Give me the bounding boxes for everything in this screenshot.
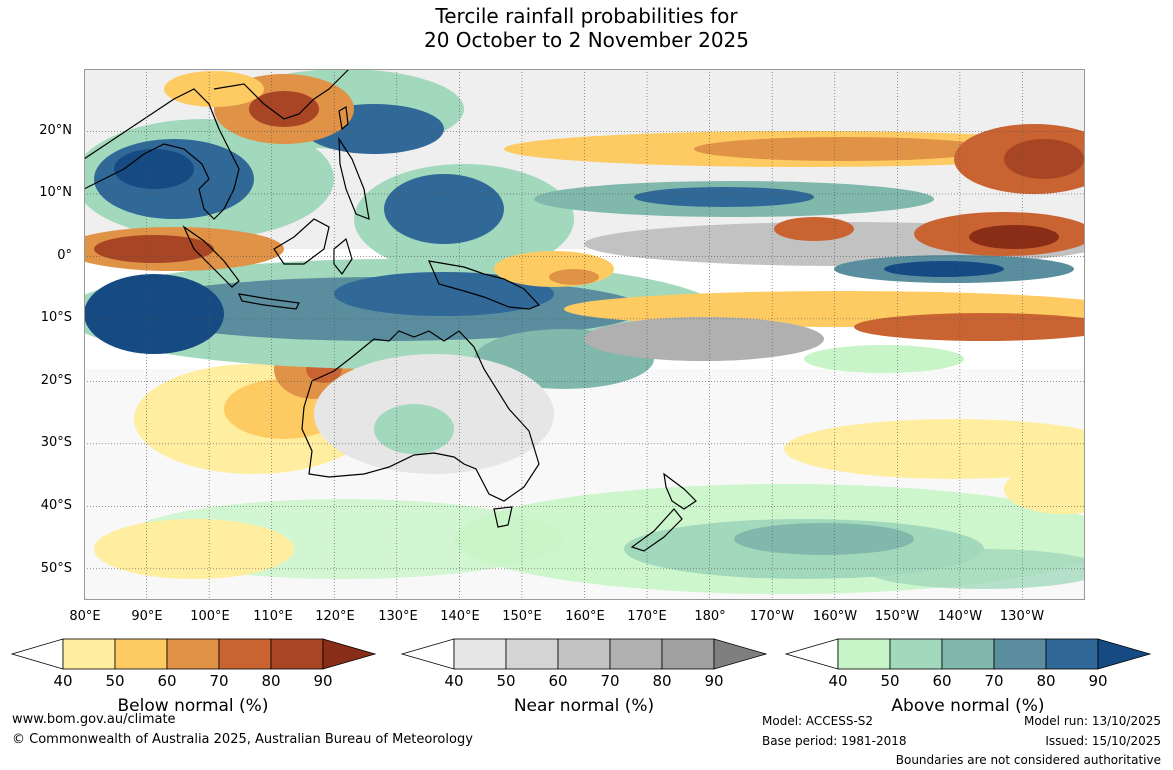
near-normal-title: Near normal (%) [513, 696, 655, 716]
colorbar-segment [889, 638, 943, 670]
below-tick-80: 80 [261, 672, 281, 690]
lon-label-100e: 100°E [190, 609, 230, 624]
new-guinea-coastline [428, 260, 541, 310]
title-line-2: 20 October to 2 November 2025 [423, 28, 750, 52]
model-run-date: Model run: 13/10/2025 [1023, 714, 1161, 728]
above-normal-title: Above normal (%) [891, 696, 1045, 716]
java-coastline [238, 293, 300, 310]
below-tick-90: 90 [313, 672, 333, 690]
map-title: Tercile rainfall probabilities for 20 Oc… [0, 4, 1173, 52]
colorbar-segment [609, 638, 663, 670]
colorbar-segment [505, 638, 559, 670]
above-tick-50: 50 [880, 672, 900, 690]
rainfall-probability-map [84, 69, 1085, 600]
lat-label-20s: 20°S [40, 373, 72, 388]
near-normal-colorbar [400, 638, 767, 670]
lon-label-170w: 170°W [749, 609, 795, 624]
australia-coastline [301, 330, 540, 502]
sumatra-coastline [182, 225, 240, 288]
below-normal-title: Below normal (%) [117, 696, 269, 716]
lat-label-40s: 40°S [40, 498, 72, 513]
above-tick-80: 80 [1036, 672, 1056, 690]
taiwan-coastline [338, 106, 349, 131]
above-tick-40: 40 [828, 672, 848, 690]
below-tick-40: 40 [53, 672, 73, 690]
colorbar-segment [166, 638, 220, 670]
above-tick-60: 60 [932, 672, 952, 690]
south-new-zealand-coastline [630, 508, 683, 552]
lat-label-20n: 20°N [39, 123, 72, 138]
lat-label-30s: 30°S [40, 435, 72, 450]
borneo-coastline [273, 218, 330, 265]
probability-field [84, 69, 1085, 600]
colorbar-high-arrow [713, 638, 767, 670]
above-tick-70: 70 [984, 672, 1004, 690]
colorbar-low-arrow [10, 638, 64, 670]
lon-label-120e: 120°E [315, 609, 355, 624]
title-line-1: Tercile rainfall probabilities for [435, 4, 738, 28]
lon-label-150e: 150°E [502, 609, 542, 624]
below-tick-60: 60 [157, 672, 177, 690]
colorbar-segment [993, 638, 1047, 670]
lon-label-140e: 140°E [440, 609, 480, 624]
lon-label-170e: 170°E [627, 609, 667, 624]
colorbar-segment [114, 638, 168, 670]
colorbar-segment [661, 638, 715, 670]
lon-label-130e: 130°E [378, 609, 418, 624]
philippines-coastline [338, 136, 370, 220]
near-tick-60: 60 [548, 672, 568, 690]
lat-label-10n: 10°N [39, 185, 72, 200]
china-coastline [213, 69, 350, 120]
southeast-asia-coastline [84, 88, 240, 220]
base-period: Base period: 1981-2018 [762, 734, 907, 748]
colorbar-high-arrow [1097, 638, 1151, 670]
colorbar-segment [1045, 638, 1099, 670]
colorbar-low-arrow [400, 638, 455, 670]
colorbar-segment [270, 638, 324, 670]
colorbar-segment [941, 638, 995, 670]
lon-label-80e: 80°E [69, 609, 101, 624]
north-new-zealand-coastline [663, 472, 697, 510]
graticule [84, 69, 1085, 600]
colorbar-segment [453, 638, 507, 670]
tasmania-coastline [493, 506, 513, 528]
near-tick-50: 50 [496, 672, 516, 690]
lat-label-equator: 0° [57, 248, 72, 263]
map-frame [84, 69, 1085, 600]
lon-label-160e: 160°E [565, 609, 605, 624]
colorbar-high-arrow [322, 638, 377, 670]
above-tick-90: 90 [1088, 672, 1108, 690]
coastlines [84, 69, 697, 552]
lon-label-90e: 90°E [131, 609, 163, 624]
lon-label-180: 180° [694, 609, 726, 624]
lat-label-50s: 50°S [40, 561, 72, 576]
model-name: Model: ACCESS-S2 [762, 714, 874, 728]
near-tick-90: 90 [704, 672, 724, 690]
near-tick-40: 40 [444, 672, 464, 690]
lat-label-10s: 10°S [40, 310, 72, 325]
colorbar-segment [62, 638, 116, 670]
lon-label-150w: 150°W [874, 609, 920, 624]
colorbar-segment [837, 638, 891, 670]
colorbar-low-arrow [784, 638, 839, 670]
copyright-notice: © Commonwealth of Australia 2025, Austra… [12, 732, 473, 747]
near-tick-80: 80 [652, 672, 672, 690]
lon-label-160w: 160°W [812, 609, 858, 624]
near-tick-70: 70 [600, 672, 620, 690]
below-tick-70: 70 [209, 672, 229, 690]
colorbar-segment [218, 638, 272, 670]
below-tick-50: 50 [105, 672, 125, 690]
lon-label-130w: 130°W [999, 609, 1045, 624]
lon-label-140w: 140°W [937, 609, 983, 624]
issued-date: Issued: 15/10/2025 [1045, 734, 1161, 748]
colorbar-segment [557, 638, 611, 670]
lon-label-110e: 110°E [253, 609, 293, 624]
boundaries-disclaimer: Boundaries are not considered authoritat… [895, 753, 1161, 767]
above-normal-colorbar [784, 638, 1151, 670]
bom-climate-link[interactable]: www.bom.gov.au/climate [12, 712, 176, 727]
below-normal-colorbar [10, 638, 377, 670]
